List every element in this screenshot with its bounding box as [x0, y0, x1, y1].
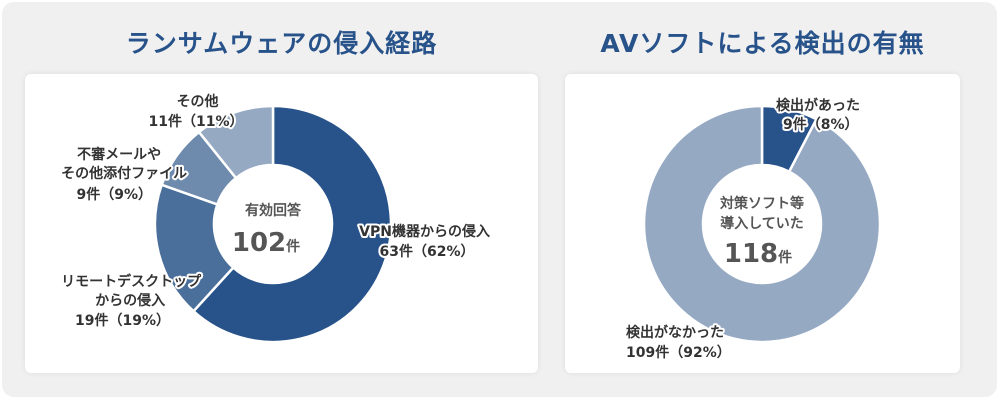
label-other: その他 11件（11%） — [149, 93, 244, 130]
center-label-right-1: 対策ソフト等 — [719, 195, 804, 212]
label-vpn: VPN機器からの侵入 63件（62%） — [359, 223, 495, 260]
center-label-right-2: 導入していた — [720, 215, 804, 232]
label-suspicious-mail: 不審メールや その他添付ファイル 9件（9%） — [61, 146, 192, 203]
center-total-left: 102件 — [232, 228, 300, 258]
center-total-right: 118件 — [724, 239, 792, 269]
chart-title-left: ランサムウェアの侵入経路 — [125, 29, 438, 58]
label-not-detected: 検出がなかった 109件（92%） — [626, 324, 731, 361]
label-detected: 検出があった 9件（8%） — [776, 97, 865, 133]
donut-slice-1-1 — [642, 104, 882, 344]
chart-title-right: AVソフトによる検出の有無 — [600, 29, 925, 58]
donut-slice-0-3 — [197, 104, 275, 180]
donut-slice-0-0 — [191, 104, 393, 344]
donut-slice-0-1 — [153, 183, 236, 313]
center-label-left: 有効回答 — [245, 202, 302, 219]
label-remote-desktop: リモートデスクトップ からの侵入 19件（19%） — [61, 273, 206, 329]
